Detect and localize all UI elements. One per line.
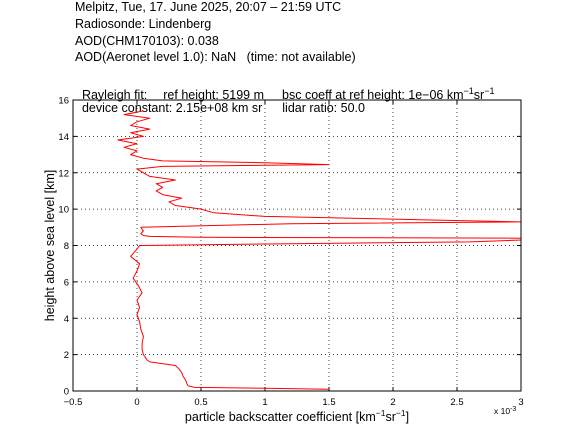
x-tick-label: 1.5 <box>322 397 335 408</box>
title-line-1: Melpitz, Tue, 17. June 2025, 20:07 – 21:… <box>75 0 342 14</box>
title-line-3: AOD(CHM170103): 0.038 <box>75 34 219 48</box>
x-tick-label: 3 <box>518 397 523 408</box>
x-tick-label: 0 <box>134 397 139 408</box>
y-tick-labels: 0 2 4 6 8 10 12 14 16 <box>58 96 69 398</box>
x-tick-label: −0.5 <box>64 397 83 408</box>
x-axis-label: particle backscatter coefficient [km−1sr… <box>185 408 409 424</box>
x-tick-label: 0.5 <box>194 397 207 408</box>
x-axis-multiplier: x 10-3 <box>494 406 516 417</box>
ref-height-label: ref height: 5199 m <box>163 88 265 103</box>
series-line <box>117 110 522 390</box>
lidar-ratio-label: lidar ratio: 50.0 <box>282 101 365 115</box>
y-tick-label: 2 <box>64 350 69 361</box>
title-line-4: AOD(Aeronet level 1.0): NaN (time: not a… <box>75 50 356 64</box>
device-constant-label: device constant: 2.15e+08 km sr <box>81 101 263 115</box>
x-tick-label: 2 <box>390 397 395 408</box>
title-line-6: device constant: 2.15e+08 km sr lidar rat… <box>75 83 365 117</box>
rayleigh-fit-label: Rayleigh fit: <box>81 88 148 103</box>
series-layer <box>117 110 522 390</box>
x-tick-label: 1 <box>262 397 267 408</box>
y-tick-label: 4 <box>64 314 69 325</box>
y-tick-label: 8 <box>64 241 69 252</box>
y-tick-label: 6 <box>64 277 69 288</box>
y-axis-label: height above sea level [km] <box>43 170 57 321</box>
y-tick-label: 16 <box>58 96 69 107</box>
grid <box>73 100 521 391</box>
bsc-coeff-label: bsc coeff at ref height: 1e−06 km−1sr−1 <box>282 86 495 103</box>
y-tick-label: 12 <box>58 168 69 179</box>
plot-frame <box>72 99 522 392</box>
y-tick-label: 10 <box>58 205 69 216</box>
y-tick-label: 14 <box>58 132 69 143</box>
x-tick-labels: −0.5 0 0.5 1 1.5 2 2.5 3 <box>64 397 524 408</box>
x-tick-label: 2.5 <box>450 397 463 408</box>
title-line-5: Rayleigh fit: ref height: 5199 m bsc coeff… <box>75 66 495 104</box>
title-line-2: Radiosonde: Lindenberg <box>75 17 212 31</box>
y-tick-label: 0 <box>64 387 69 398</box>
